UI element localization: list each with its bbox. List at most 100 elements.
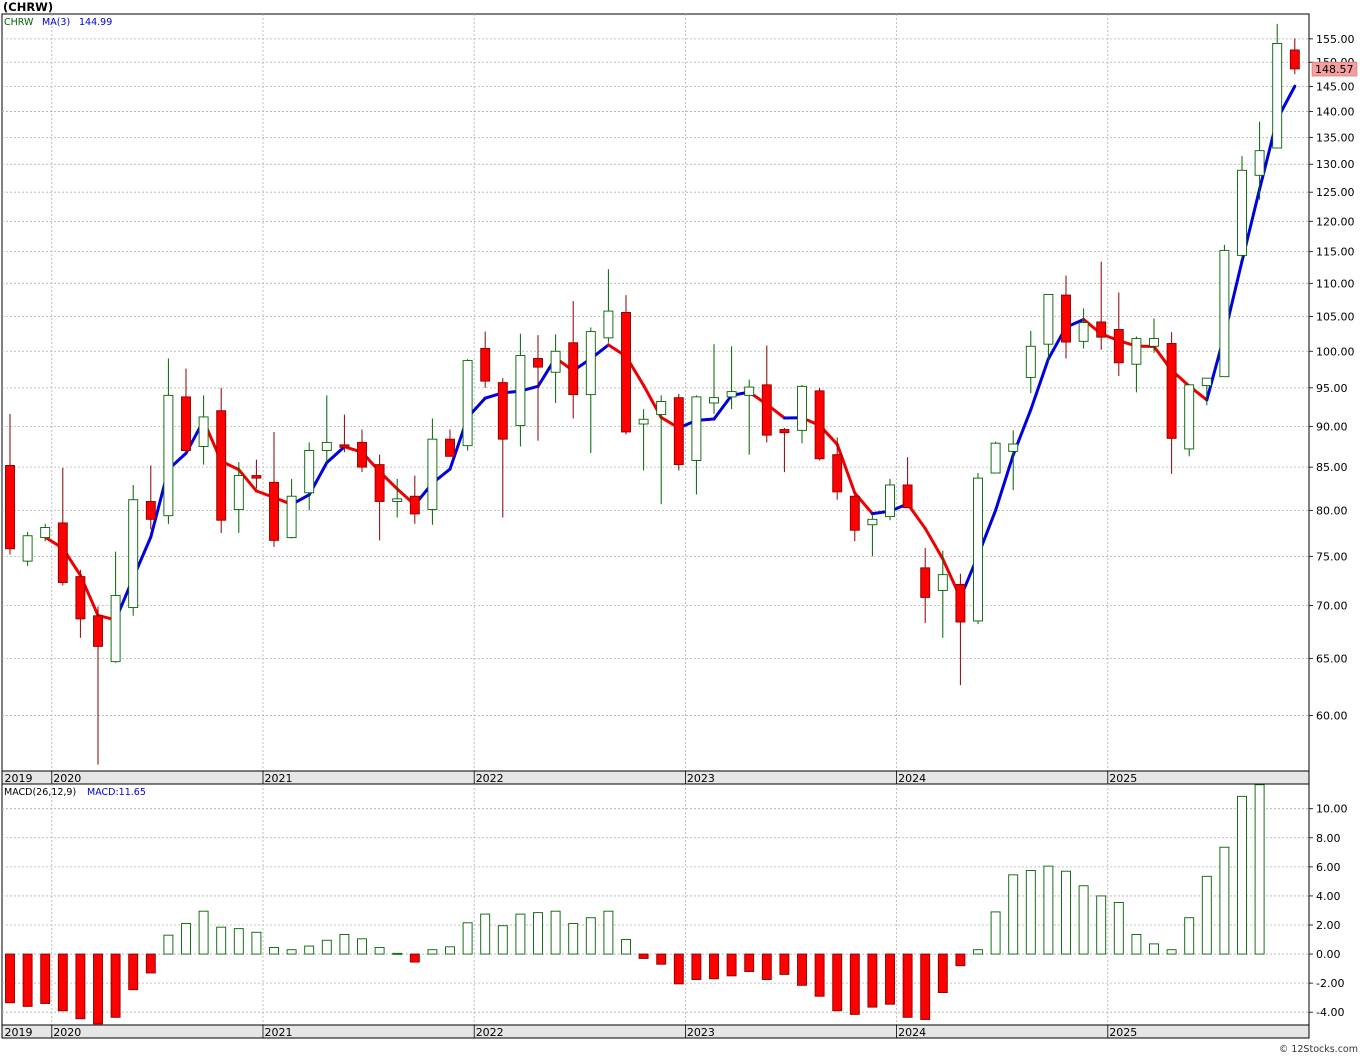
y-tick-label: 85.00 (1316, 461, 1348, 474)
candle-body (604, 311, 613, 338)
macd-bar (815, 954, 824, 996)
candle-body (463, 361, 472, 446)
macd-label: MACD(26,12,9) (4, 787, 76, 798)
candle-body (745, 387, 754, 395)
y-tick-label: 135.00 (1316, 131, 1355, 144)
macd-bar (217, 927, 226, 954)
candle-body (622, 312, 631, 432)
candle-body (305, 451, 314, 493)
macd-bar (428, 950, 437, 954)
y-tick-label: 60.00 (1316, 709, 1348, 722)
candle (974, 473, 983, 624)
candle-body (340, 445, 349, 447)
macd-bar (23, 954, 32, 1006)
x-tick-label: 2022 (476, 1026, 504, 1039)
candle-body (727, 392, 736, 397)
y-tick-label: 155.00 (1316, 33, 1355, 46)
macd-bar (938, 954, 947, 993)
macd-bar (1150, 944, 1159, 954)
y-tick-label: 95.00 (1316, 382, 1348, 395)
macd-bar (111, 954, 120, 1017)
candle-body (798, 386, 807, 430)
macd-bar (1238, 796, 1247, 954)
macd-bar (1132, 934, 1141, 954)
y-tick-label: 0.00 (1316, 948, 1341, 961)
macd-bar (129, 954, 138, 990)
x-tick-label: 2023 (687, 772, 715, 785)
candle-body (111, 595, 120, 661)
macd-bar (1097, 896, 1106, 954)
candle (886, 479, 895, 520)
macd-bar (569, 924, 578, 955)
candle-body (780, 430, 789, 433)
y-tick-label: 10.00 (1316, 803, 1348, 816)
candle-body (1220, 250, 1229, 376)
candle-body (1079, 323, 1088, 342)
candle-body (217, 411, 226, 521)
x-tick-label: 2019 (5, 1026, 33, 1039)
macd-bar (1026, 870, 1035, 954)
candle (674, 394, 683, 471)
candle-body (921, 568, 930, 598)
y-tick-label: -2.00 (1316, 977, 1344, 990)
candle-body (815, 391, 824, 459)
y-tick-label: 145.00 (1316, 80, 1355, 93)
candle-body (393, 499, 402, 502)
candle-body (516, 356, 525, 426)
candle-body (692, 397, 701, 461)
candle (129, 485, 138, 616)
candle-body (375, 465, 384, 502)
y-tick-label: 130.00 (1316, 158, 1355, 171)
candle-body (1114, 330, 1123, 363)
candle-body (358, 442, 367, 467)
macd-bar (463, 923, 472, 954)
last-price-label: 148.57 (1315, 63, 1354, 76)
candle-body (639, 419, 648, 424)
candle-body (129, 500, 138, 608)
x-tick-label: 2024 (898, 772, 926, 785)
macd-bar (164, 935, 173, 954)
candle-body (58, 523, 67, 583)
candle-body (287, 496, 296, 537)
candle-body (534, 358, 543, 367)
macd-bar (6, 954, 15, 1003)
candle-body (94, 616, 103, 647)
macd-bar (727, 954, 736, 976)
macd-bar (1167, 950, 1176, 954)
y-tick-label: 90.00 (1316, 420, 1348, 433)
legend-symbol: CHRW (4, 17, 34, 28)
candle-body (1273, 43, 1282, 148)
macd-bar (287, 950, 296, 954)
y-tick-label: 100.00 (1316, 345, 1355, 358)
y-tick-label: 6.00 (1316, 861, 1341, 874)
macd-bar (1044, 866, 1053, 954)
candle-body (1132, 339, 1141, 365)
candle-body (410, 496, 419, 514)
x-tick-label: 2025 (1109, 1026, 1137, 1039)
macd-bar (234, 929, 243, 954)
candle-body (182, 397, 191, 451)
macd-bar (1255, 785, 1264, 954)
candle-body (903, 485, 912, 508)
macd-bar (270, 948, 279, 955)
y-tick-label: 120.00 (1316, 215, 1355, 228)
x-tick-label: 2022 (476, 772, 504, 785)
candle-body (199, 417, 208, 447)
macd-bar (1009, 875, 1018, 954)
candle (23, 532, 32, 566)
candle-body (569, 343, 578, 395)
legend-ma-label: MA(3) (42, 17, 70, 28)
y-tick-label: 110.00 (1316, 277, 1355, 290)
macd-bar (850, 954, 859, 1014)
macd-bar (745, 954, 754, 971)
candle-body (1290, 50, 1299, 69)
y-tick-label: 80.00 (1316, 504, 1348, 517)
candle-body (446, 439, 455, 456)
candle (1238, 156, 1247, 259)
candle-body (850, 496, 859, 530)
chart-title: (CHRW) (3, 0, 53, 14)
candle-body (991, 443, 1000, 473)
y-tick-label: 65.00 (1316, 652, 1348, 665)
